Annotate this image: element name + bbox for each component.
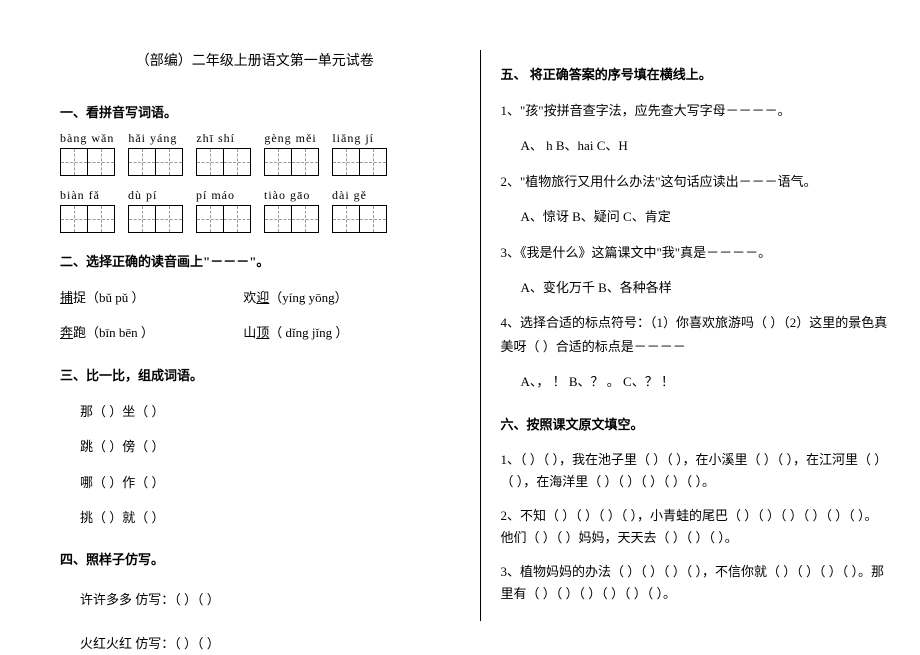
pinyin-item: gèng měi [264,131,318,176]
s3-l1: 那（ ）坐（ ） [60,400,450,423]
exam-title: （部编）二年级上册语文第一单元试卷 [60,50,450,70]
s6-p3: 3、植物妈妈的办法（ ）（ ）（ ）（ ），不信你就（ ）（ ）（ ）（ ）。那… [501,561,891,605]
pinyin-item: pí máo [196,188,250,233]
section-5-header: 五、 将正确答案的序号填在横线上。 [501,64,891,83]
pinyin-item: bàng wǎn [60,131,114,176]
q5-2-opts: A、惊讶 B、疑问 C、肯定 [501,205,891,228]
section-1-header: 一、看拼音写词语。 [60,102,450,121]
q5-4-opts: A、， ！ B、？ 。 C、？ ！ [501,370,891,393]
pinyin-item: liǎng jí [332,131,386,176]
pinyin-item: hǎi yáng [128,131,182,176]
pinyin-item: zhī shí [196,131,250,176]
q5-4: 4、选择合适的标点符号：（1）你喜欢旅游吗（ ）（2）这里的景色真美呀（ ）合适… [501,311,891,358]
s3-l2: 跳（ ）傍（ ） [60,435,450,458]
section-6-header: 六、按照课文原文填空。 [501,414,891,433]
q2-line2: 奔跑（bīn bēn ） 山顶（ dǐng jǐng ） [60,321,450,344]
q5-1-opts: A、 h B、hai C、H [501,134,891,157]
section-4-header: 四、照样子仿写。 [60,549,450,568]
q5-2: 2、"植物旅行又用什么办法"这句话应读出－－－语气。 [501,170,891,193]
s4-l1: 许许多多 仿写：（ ）（ ） [60,588,450,611]
s6-p2: 2、不知（ ）（ ）（ ）（ ），小青蛙的尾巴（ ）（ ）（ ）（ ）（ ）（ … [501,505,891,549]
pinyin-row-1: bàng wǎn hǎi yáng zhī shí gèng měi liǎng… [60,131,450,176]
pinyin-row-2: biàn fǎ dù pí pí máo tiào gāo dài gě [60,188,450,233]
q5-1: 1、"孩"按拼音查字法，应先查大写字母－－－－。 [501,99,891,122]
pinyin-item: biàn fǎ [60,188,114,233]
s4-l2: 火红火红 仿写：（ ）（ ） [60,632,450,655]
pinyin-item: dài gě [332,188,386,233]
q5-3-opts: A、变化万千 B、各种各样 [501,276,891,299]
pinyin-item: dù pí [128,188,182,233]
left-column: （部编）二年级上册语文第一单元试卷 一、看拼音写词语。 bàng wǎn hǎi… [60,50,460,621]
s6-p1: 1、（ ）（ ），我在池子里（ ）（ ），在小溪里（ ）（ ），在江河里（ ）（… [501,449,891,493]
section-3-header: 三、比一比，组成词语。 [60,365,450,384]
s3-l3: 哪（ ）作（ ） [60,471,450,494]
q2-line1: 捕捉（bǔ pǔ ） 欢迎（yíng yōng） [60,286,450,309]
section-2-header: 二、选择正确的读音画上"－－－"。 [60,251,450,270]
pinyin-item: tiào gāo [264,188,318,233]
s3-l4: 挑（ ）就（ ） [60,506,450,529]
q5-3: 3、《我是什么》这篇课文中"我"真是－－－－。 [501,241,891,264]
right-column: 五、 将正确答案的序号填在横线上。 1、"孩"按拼音查字法，应先查大写字母－－－… [480,50,891,621]
